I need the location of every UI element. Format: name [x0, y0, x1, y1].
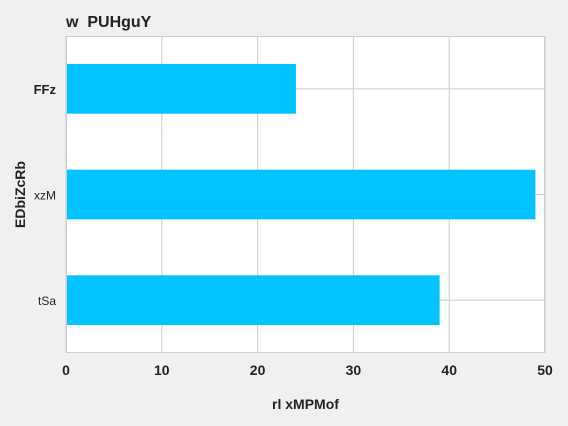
bar-xzM — [66, 169, 536, 220]
plot-border — [66, 36, 545, 353]
x-tick-label: 40 — [441, 362, 457, 378]
x-tick-labels: 0 10 20 30 40 50 — [62, 362, 553, 378]
x-tick-label: 0 — [62, 362, 70, 378]
x-tick-label: 50 — [537, 362, 553, 378]
y-axis-label: EDbiZcRb — [12, 161, 28, 228]
y-tick-label: FFz — [34, 82, 57, 97]
x-axis-label: rl xMPMof — [272, 396, 339, 412]
bar-tSa — [66, 275, 440, 325]
bars — [66, 64, 536, 325]
bar-FFz — [66, 64, 296, 114]
x-tick-label: 30 — [346, 362, 362, 378]
x-tick-label: 10 — [154, 362, 170, 378]
x-tick-label: 20 — [250, 362, 266, 378]
plot-frame — [66, 36, 545, 353]
y-tick-label: tSa — [38, 294, 56, 308]
y-tick-labels: FFz xzM tSa — [34, 82, 57, 308]
chart-title: w PUHguY — [65, 14, 152, 31]
y-tick-label: xzM — [34, 189, 56, 203]
